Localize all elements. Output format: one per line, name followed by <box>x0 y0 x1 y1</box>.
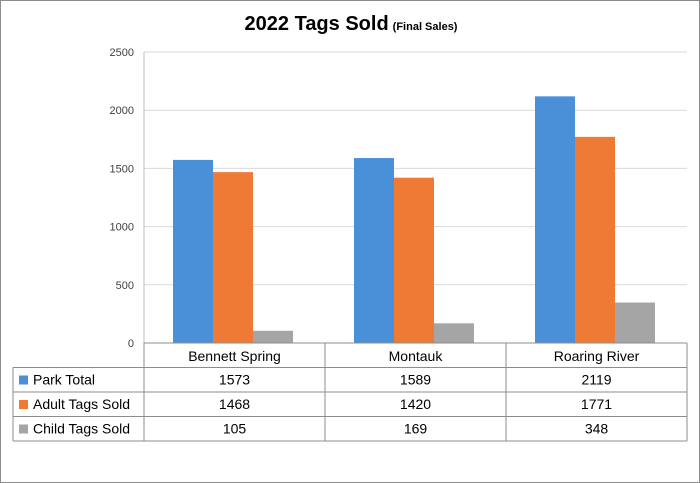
bar <box>434 323 474 343</box>
category-label: Roaring River <box>554 348 640 364</box>
series-label: Park Total <box>33 372 95 388</box>
y-tick-label: 0 <box>128 338 134 350</box>
bar <box>354 158 394 343</box>
category-label: Bennett Spring <box>188 348 281 364</box>
y-tick-label: 1000 <box>110 222 134 234</box>
legend-swatch <box>19 400 28 409</box>
data-value-cell: 169 <box>404 421 428 437</box>
bar <box>394 177 434 343</box>
bar <box>575 136 615 343</box>
chart-subtitle: (Final Sales) <box>392 21 458 33</box>
bar <box>615 302 655 343</box>
chart-title-block: 2022 Tags Sold (Final Sales) <box>1 13 699 36</box>
data-value-cell: 348 <box>585 421 609 437</box>
bar <box>535 96 575 344</box>
data-value-cell: 1420 <box>400 396 431 412</box>
data-value-cell: 2119 <box>581 372 611 388</box>
data-value-cell: 1573 <box>219 372 250 388</box>
legend-swatch <box>19 375 28 385</box>
series-label: Adult Tags Sold <box>33 396 130 412</box>
bar <box>213 172 253 343</box>
y-tick-label: 500 <box>116 280 134 292</box>
y-tick-label: 1500 <box>110 163 134 175</box>
data-value-cell: 1589 <box>400 372 431 388</box>
category-label: Montauk <box>389 348 444 364</box>
data-value-cell: 1771 <box>581 396 612 412</box>
series-label: Child Tags Sold <box>33 421 130 437</box>
y-tick-label: 2000 <box>110 105 134 117</box>
data-value-cell: 1468 <box>219 396 250 412</box>
data-value-cell: 105 <box>223 421 247 437</box>
chart-title: 2022 Tags Sold <box>244 13 389 35</box>
bar <box>173 159 213 343</box>
bar <box>253 330 293 343</box>
y-tick-label: 2500 <box>110 47 134 59</box>
legend-swatch <box>19 424 28 434</box>
